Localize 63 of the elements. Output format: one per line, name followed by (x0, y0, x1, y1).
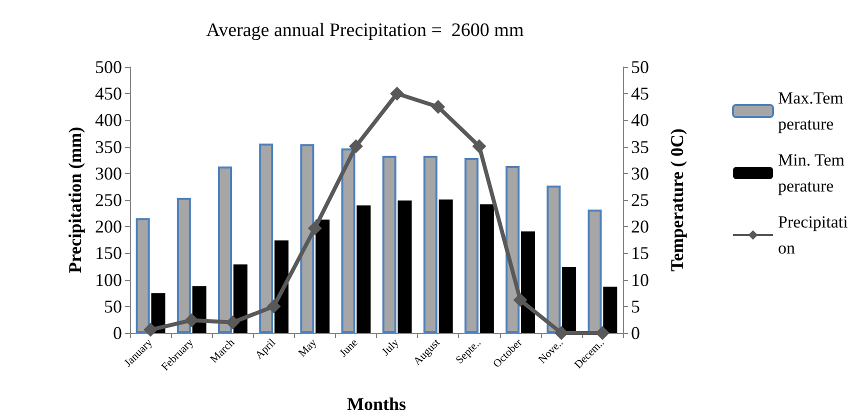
x-axis-title: Months (346, 394, 406, 414)
legend-label: Precipitation (778, 212, 848, 258)
bar (520, 231, 535, 333)
y-tick-label: 400 (95, 110, 122, 130)
point (431, 100, 446, 114)
bar (603, 286, 618, 333)
bar (588, 210, 602, 333)
point (554, 326, 568, 340)
bar (382, 156, 396, 333)
bar (423, 156, 438, 333)
point (348, 139, 363, 154)
bar (176, 198, 191, 333)
y2-axis-title: Temperature ( 0C) (667, 128, 687, 272)
point (144, 322, 158, 337)
y-tick-label: 200 (95, 216, 122, 237)
point (226, 315, 240, 330)
point (184, 313, 199, 328)
bar (562, 267, 576, 333)
bar (316, 220, 330, 333)
point (308, 221, 322, 236)
point (390, 86, 404, 101)
bar (341, 148, 356, 333)
bar (546, 186, 561, 333)
y-tick-label: 300 (95, 163, 122, 184)
y-tick-label: 450 (95, 84, 122, 104)
y-tick-label: 0 (113, 323, 122, 343)
bar (398, 200, 412, 333)
y2-tick-label: 30 (631, 163, 649, 184)
y2-tick-label: 25 (631, 190, 649, 210)
y2-tick-label: 15 (631, 243, 649, 264)
bar (300, 144, 314, 333)
y-tick-label: 150 (95, 243, 122, 264)
x-tick-label: June (337, 336, 360, 360)
y-tick-label: 350 (95, 136, 122, 157)
point (266, 299, 281, 314)
y-tick-label: 500 (95, 57, 122, 77)
x-tick-label: July (380, 336, 402, 358)
y2-tick-label: 40 (631, 110, 649, 130)
bar (464, 158, 479, 333)
y2-tick-label: 10 (631, 270, 649, 290)
bar (259, 144, 274, 333)
legend-label: Min. Temperature (778, 150, 844, 196)
y-tick-label: 250 (95, 190, 122, 210)
y2-tick-label: 0 (631, 323, 640, 343)
bar (136, 218, 150, 333)
y2-tick-label: 35 (631, 136, 649, 157)
bar (438, 199, 453, 333)
y-tick-label: 50 (104, 296, 122, 316)
y-axis-title: Precipitation (mm) (65, 126, 86, 274)
y2-tick-label: 20 (631, 216, 649, 237)
x-tick-label: May (296, 336, 320, 360)
bar (218, 166, 232, 333)
bar (480, 204, 494, 333)
point (513, 293, 528, 308)
y2-tick-label: 45 (631, 84, 649, 104)
point (472, 139, 486, 154)
y2-tick-label: 50 (631, 57, 649, 77)
bar (356, 205, 371, 333)
y-tick-label: 100 (95, 270, 122, 290)
chart-title: Average annual Precipitation = 2600 mm (206, 20, 524, 41)
legend-label: Max.Temperature (778, 88, 844, 134)
y2-tick-label: 5 (631, 296, 640, 316)
bar (233, 264, 248, 333)
